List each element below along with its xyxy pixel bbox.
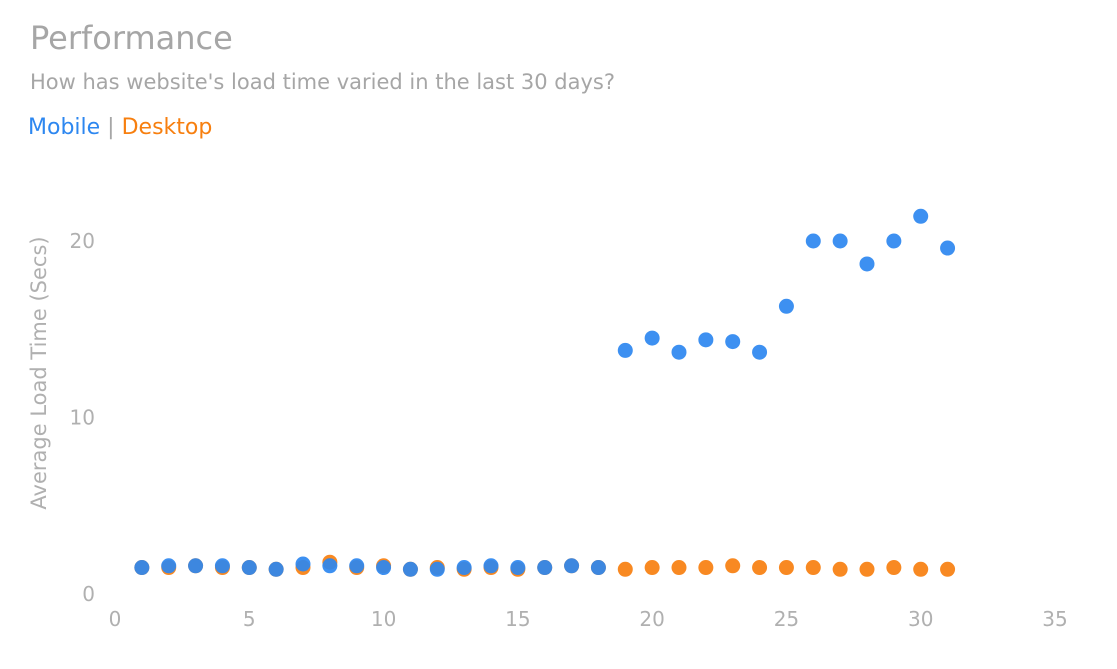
- x-tick-label: 30: [908, 607, 933, 631]
- data-point-mobile[interactable]: [832, 233, 848, 249]
- data-point-mobile[interactable]: [188, 558, 204, 574]
- data-point-mobile[interactable]: [214, 558, 230, 574]
- x-tick-label: 0: [109, 607, 122, 631]
- data-point-desktop[interactable]: [698, 560, 714, 576]
- data-point-mobile[interactable]: [268, 561, 284, 577]
- y-axis-title: Average Load Time (Secs): [27, 236, 51, 509]
- data-point-desktop[interactable]: [886, 560, 902, 576]
- data-point-mobile[interactable]: [402, 561, 418, 577]
- data-point-desktop[interactable]: [913, 561, 929, 577]
- data-point-mobile[interactable]: [295, 556, 311, 572]
- data-point-mobile[interactable]: [590, 560, 606, 576]
- data-point-mobile[interactable]: [564, 558, 580, 574]
- legend-item-desktop[interactable]: Desktop: [121, 115, 213, 140]
- data-point-mobile[interactable]: [376, 560, 392, 576]
- data-point-mobile[interactable]: [698, 332, 714, 348]
- data-point-mobile[interactable]: [429, 561, 445, 577]
- data-point-mobile[interactable]: [752, 344, 768, 360]
- x-tick-label: 25: [774, 607, 799, 631]
- data-point-mobile[interactable]: [510, 560, 526, 576]
- x-tick-label: 10: [371, 607, 396, 631]
- data-point-mobile[interactable]: [456, 560, 472, 576]
- data-point-mobile[interactable]: [161, 558, 177, 574]
- x-tick-label: 15: [505, 607, 530, 631]
- data-point-mobile[interactable]: [349, 558, 365, 574]
- data-points: [134, 208, 956, 577]
- x-tick-label: 5: [243, 607, 256, 631]
- data-point-desktop[interactable]: [805, 560, 821, 576]
- data-point-mobile[interactable]: [671, 344, 687, 360]
- data-point-mobile[interactable]: [886, 233, 902, 249]
- data-point-mobile[interactable]: [241, 560, 257, 576]
- y-tick-label: 10: [70, 406, 95, 430]
- data-point-desktop[interactable]: [644, 560, 660, 576]
- chart-title: Performance: [30, 19, 233, 57]
- data-point-desktop[interactable]: [832, 561, 848, 577]
- data-point-desktop[interactable]: [859, 561, 875, 577]
- data-point-desktop[interactable]: [940, 561, 956, 577]
- data-point-desktop[interactable]: [617, 561, 633, 577]
- data-point-mobile[interactable]: [805, 233, 821, 249]
- data-point-mobile[interactable]: [617, 342, 633, 358]
- legend-item-mobile[interactable]: Mobile: [28, 115, 101, 140]
- data-point-mobile[interactable]: [940, 240, 956, 256]
- y-tick-label: 0: [82, 582, 95, 606]
- data-point-mobile[interactable]: [859, 256, 875, 272]
- chart-subtitle: How has website's load time varied in th…: [30, 70, 616, 94]
- y-tick-label: 20: [70, 229, 95, 253]
- data-point-mobile[interactable]: [134, 560, 150, 576]
- x-axis-ticks: 0 5 10 15 20 25 30 35: [109, 607, 1068, 631]
- data-point-mobile[interactable]: [537, 560, 553, 576]
- legend: Mobile | Desktop: [28, 115, 212, 140]
- data-point-mobile[interactable]: [913, 208, 929, 224]
- data-point-desktop[interactable]: [752, 560, 768, 576]
- data-point-mobile[interactable]: [322, 558, 338, 574]
- data-point-mobile[interactable]: [644, 330, 660, 346]
- legend-separator: |: [107, 115, 115, 140]
- x-tick-label: 20: [639, 607, 664, 631]
- x-tick-label: 35: [1042, 607, 1067, 631]
- data-point-desktop[interactable]: [671, 560, 687, 576]
- data-point-mobile[interactable]: [725, 334, 741, 350]
- y-axis-ticks: 0 10 20: [70, 229, 95, 606]
- data-point-desktop[interactable]: [778, 560, 794, 576]
- data-point-desktop[interactable]: [725, 558, 741, 574]
- series-mobile: [134, 208, 956, 577]
- data-point-mobile[interactable]: [483, 558, 499, 574]
- data-point-mobile[interactable]: [778, 298, 794, 314]
